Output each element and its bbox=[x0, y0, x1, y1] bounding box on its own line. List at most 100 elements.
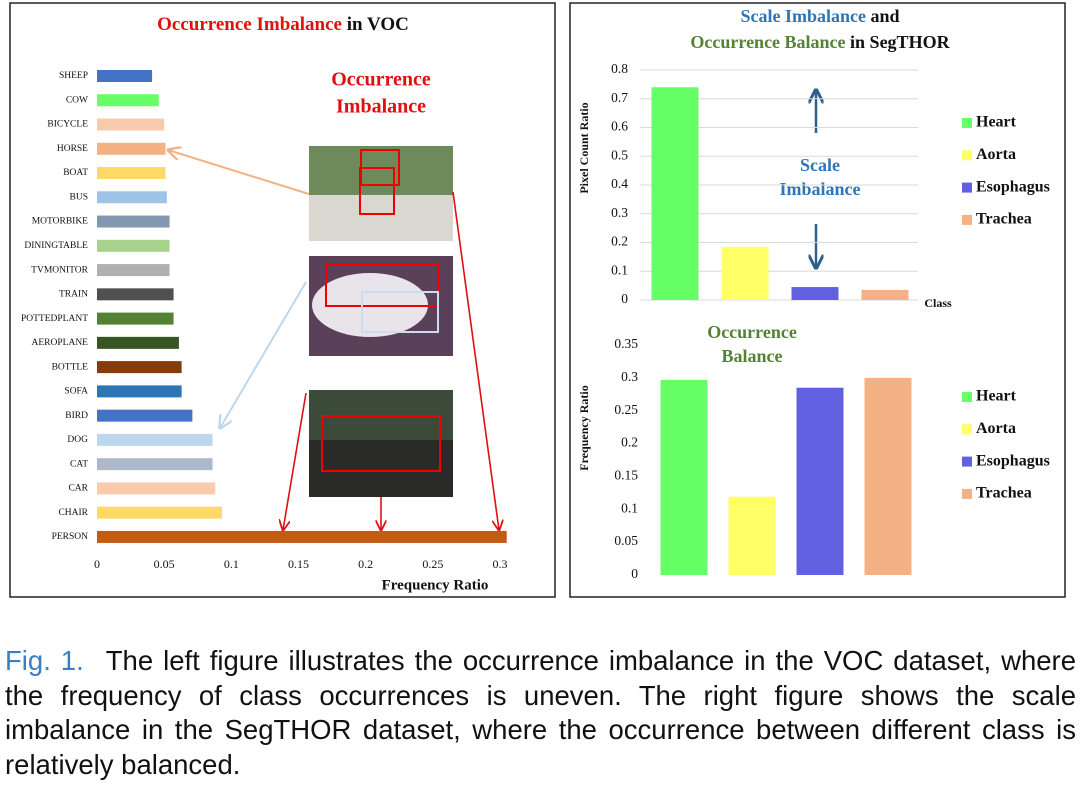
chart-title: Occurrence Imbalance in VOC bbox=[157, 14, 409, 35]
legend-label: Esophagus bbox=[976, 178, 1050, 195]
arrow bbox=[220, 281, 307, 428]
arrow bbox=[283, 392, 307, 530]
title-part: Occurrence Imbalance bbox=[157, 14, 342, 35]
annotation: Occurrence bbox=[331, 69, 431, 91]
photo bbox=[309, 256, 453, 356]
y-tick-label: 0.2 bbox=[621, 435, 638, 450]
legend-swatch bbox=[962, 488, 972, 499]
bar bbox=[97, 70, 153, 82]
y-tick-label: TVMONITOR bbox=[31, 265, 88, 275]
bar bbox=[97, 361, 182, 374]
y-tick-label: DOG bbox=[67, 435, 88, 445]
figure: Occurrence Imbalance in VOC Occurrence I… bbox=[9, 2, 1066, 598]
bar bbox=[97, 312, 174, 325]
y-tick-label: BOAT bbox=[63, 168, 88, 178]
x-tick-label: 0.05 bbox=[154, 557, 175, 571]
title-part: Occurrence Balance bbox=[690, 32, 845, 52]
bar bbox=[97, 118, 165, 131]
legend-label: Aorta bbox=[976, 146, 1016, 163]
y-tick-label: COW bbox=[66, 95, 88, 105]
legend-swatch bbox=[962, 150, 972, 161]
y-tick-label: 0.8 bbox=[611, 61, 628, 76]
arrow bbox=[452, 191, 499, 530]
bar bbox=[796, 387, 844, 575]
photo bbox=[309, 146, 453, 241]
photo bbox=[309, 390, 453, 497]
y-tick-label: CAR bbox=[68, 484, 88, 494]
bar bbox=[791, 287, 839, 300]
title-part: in VOC bbox=[347, 14, 409, 35]
y-tick-label: 0.2 bbox=[611, 234, 628, 249]
annotation: Balance bbox=[722, 346, 783, 366]
y-tick-label: TRAIN bbox=[59, 290, 88, 300]
legend-label: Esophagus bbox=[976, 452, 1050, 469]
legend-label: Heart bbox=[976, 114, 1017, 131]
title-part: in SegTHOR bbox=[850, 32, 951, 52]
bar bbox=[97, 482, 216, 495]
x-axis-label: Frequency Ratio bbox=[382, 577, 489, 593]
caption-label: Fig. 1. bbox=[5, 645, 84, 676]
y-tick-label: AEROPLANE bbox=[32, 338, 89, 348]
y-tick-label: 0.5 bbox=[611, 147, 628, 162]
bar bbox=[97, 506, 222, 519]
legend-label: Trachea bbox=[976, 485, 1032, 502]
chart-title: Scale Imbalance and bbox=[740, 6, 899, 26]
legend-label: Trachea bbox=[976, 211, 1032, 228]
bar bbox=[728, 496, 776, 575]
bar bbox=[864, 377, 912, 575]
title-part: and bbox=[870, 6, 899, 26]
bar bbox=[660, 379, 708, 575]
y-tick-label: BICYCLE bbox=[47, 120, 88, 130]
bar bbox=[97, 239, 170, 252]
bar bbox=[97, 409, 193, 422]
bar bbox=[97, 530, 507, 543]
y-tick-label: MOTORBIKE bbox=[32, 217, 88, 227]
y-tick-label: 0.35 bbox=[614, 336, 638, 351]
y-tick-label: 0.3 bbox=[621, 369, 638, 384]
y-tick-label: 0.15 bbox=[614, 468, 638, 483]
y-axis-label: Frequency Ratio bbox=[577, 385, 591, 470]
annotation: Imbalance bbox=[336, 96, 426, 118]
bar bbox=[97, 94, 159, 107]
x-axis-label: Class bbox=[924, 296, 952, 310]
legend-swatch bbox=[962, 424, 972, 435]
y-tick-label: HORSE bbox=[57, 144, 88, 154]
x-tick-label: 0.3 bbox=[493, 557, 508, 571]
y-tick-label: 0.1 bbox=[611, 262, 628, 277]
y-tick-label: BIRD bbox=[65, 411, 88, 421]
y-tick-label: 0.3 bbox=[611, 205, 628, 220]
title-part: Scale Imbalance bbox=[740, 6, 866, 26]
annotation: Occurrence bbox=[707, 322, 797, 342]
y-tick-label: 0.05 bbox=[614, 533, 638, 548]
annotation: Imbalance bbox=[780, 179, 861, 199]
legend-label: Aorta bbox=[976, 420, 1016, 437]
bar bbox=[97, 264, 170, 277]
y-tick-label: 0 bbox=[621, 291, 628, 306]
legend-swatch bbox=[962, 118, 972, 128]
bar bbox=[97, 167, 166, 180]
x-tick-label: 0.2 bbox=[358, 557, 373, 571]
right-panel bbox=[569, 2, 1066, 598]
legend-label: Heart bbox=[976, 388, 1017, 405]
bar bbox=[97, 142, 166, 155]
bar bbox=[97, 458, 213, 471]
y-tick-label: CAT bbox=[70, 459, 88, 469]
bar bbox=[97, 215, 170, 228]
y-tick-label: SHEEP bbox=[59, 71, 88, 81]
y-tick-label: 0.25 bbox=[614, 402, 638, 417]
x-tick-label: 0.25 bbox=[422, 557, 443, 571]
y-tick-label: 0 bbox=[631, 566, 638, 581]
bar bbox=[861, 289, 909, 300]
bar bbox=[97, 191, 167, 204]
x-tick-label: 0 bbox=[94, 557, 100, 571]
y-tick-label: PERSON bbox=[52, 532, 89, 542]
bar bbox=[721, 246, 769, 300]
y-tick-label: BOTTLE bbox=[52, 362, 89, 372]
legend-swatch bbox=[962, 214, 972, 225]
annotation: Scale bbox=[800, 155, 840, 175]
y-tick-label: SOFA bbox=[64, 387, 88, 397]
arrow bbox=[168, 150, 310, 195]
y-tick-label: 0.1 bbox=[621, 500, 638, 515]
legend-swatch bbox=[962, 456, 972, 467]
